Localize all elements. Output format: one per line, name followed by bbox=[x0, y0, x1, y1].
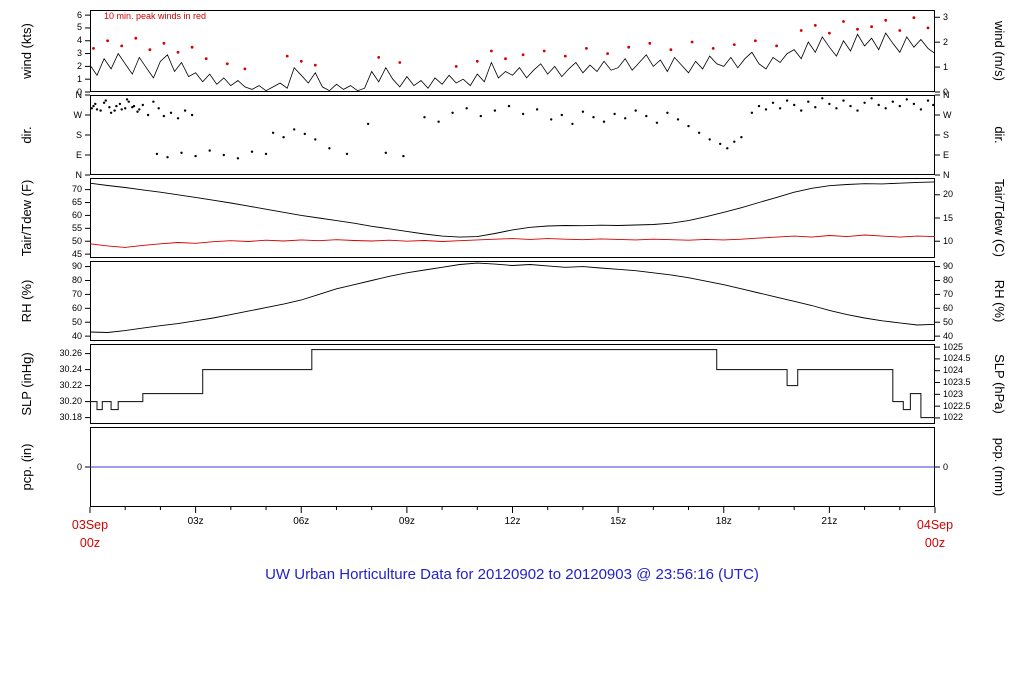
y-tick-label: S bbox=[943, 129, 950, 140]
y-tick-label: 40 bbox=[943, 330, 954, 341]
y-tick-label: 50 bbox=[71, 316, 82, 327]
x-tick-label: 18z bbox=[715, 516, 732, 527]
y-tick-label: W bbox=[73, 109, 83, 120]
y-tick-label: 30.20 bbox=[59, 396, 82, 407]
y-tick-label: N bbox=[75, 89, 83, 100]
y-tick-label: 1024.5 bbox=[943, 353, 971, 364]
series-air-temperature-f bbox=[89, 181, 936, 238]
axis-label-right-pcp: pcp. (mm) bbox=[992, 437, 1007, 497]
y-tick-label: 80 bbox=[71, 274, 82, 285]
y-tick-label: 45 bbox=[71, 248, 82, 259]
x-tick-label: 21z bbox=[821, 516, 838, 527]
y-tick-label: 30.24 bbox=[59, 364, 82, 375]
y-tick-label: 10 bbox=[943, 235, 954, 246]
y-tick-label: 4 bbox=[76, 35, 82, 46]
y-tick-label: 0 bbox=[943, 461, 949, 472]
y-tick-label: 1023 bbox=[943, 388, 964, 399]
y-tick-label: 1 bbox=[943, 61, 949, 72]
plot-pcp bbox=[85, 427, 940, 513]
y-tick-label: N bbox=[943, 169, 950, 180]
y-tick-label: 2 bbox=[76, 60, 82, 71]
y-tick-label: 55 bbox=[71, 222, 82, 233]
y-tick-label: 50 bbox=[943, 316, 954, 327]
x-tick-label: 12z bbox=[504, 516, 521, 527]
y-tick-label: 0 bbox=[943, 86, 949, 97]
y-tick-label: 65 bbox=[71, 197, 82, 208]
series-sea-level-pressure-inhg bbox=[90, 349, 935, 419]
x-tick-label: 09z bbox=[398, 516, 415, 527]
y-tick-label: S bbox=[75, 129, 82, 140]
plot-wind bbox=[85, 10, 940, 93]
x-tick-label: 15z bbox=[610, 516, 627, 527]
y-tick-label: 3 bbox=[943, 11, 949, 22]
y-tick-label: 70 bbox=[71, 288, 82, 299]
x-tick-label: 03z bbox=[187, 516, 204, 527]
end-hour-label: 00z bbox=[924, 536, 946, 550]
y-tick-label: 0 bbox=[76, 86, 82, 97]
x-tick-label: 06z bbox=[293, 516, 310, 527]
start-date-label: 03Sep bbox=[71, 518, 109, 532]
y-tick-label: 1024 bbox=[943, 365, 964, 376]
axis-label-left-pcp: pcp. (in) bbox=[19, 443, 34, 491]
y-tick-label: 1022 bbox=[943, 412, 964, 423]
y-tick-label: 70 bbox=[943, 288, 954, 299]
y-tick-label: 70 bbox=[71, 184, 82, 195]
y-tick-label: 80 bbox=[943, 274, 954, 285]
series-wind-direction-deg bbox=[90, 97, 935, 160]
plot-rh bbox=[85, 261, 940, 341]
y-tick-label: 90 bbox=[71, 261, 82, 272]
series-peak-wind-kts bbox=[92, 16, 930, 71]
y-tick-label: 60 bbox=[71, 302, 82, 313]
y-tick-label: 40 bbox=[71, 330, 82, 341]
plot-dir bbox=[85, 94, 940, 176]
series-dewpoint-f bbox=[89, 234, 936, 248]
start-hour-label: 00z bbox=[79, 536, 101, 550]
y-tick-label: 1025 bbox=[943, 341, 964, 352]
end-date-label: 04Sep bbox=[916, 518, 954, 532]
y-tick-label: 0 bbox=[76, 461, 82, 472]
y-tick-label: 2 bbox=[943, 36, 949, 47]
y-tick-label: 90 bbox=[943, 261, 954, 272]
y-tick-label: 1022.5 bbox=[943, 400, 971, 411]
y-tick-label: 20 bbox=[943, 189, 954, 200]
y-tick-label: 6 bbox=[76, 9, 82, 20]
plot-slp bbox=[85, 344, 940, 424]
y-tick-label: 30.26 bbox=[59, 348, 82, 359]
y-tick-label: N bbox=[943, 89, 950, 100]
y-tick-label: E bbox=[75, 149, 82, 160]
y-tick-label: 60 bbox=[71, 209, 82, 220]
y-tick-label: 30.18 bbox=[59, 412, 82, 423]
series-relative-humidity-pct bbox=[89, 262, 936, 333]
y-tick-label: 50 bbox=[71, 235, 82, 246]
y-tick-label: 30.22 bbox=[59, 380, 82, 391]
y-tick-label: 5 bbox=[76, 22, 82, 33]
peak-winds-note: 10 min. peak winds in red bbox=[104, 11, 207, 21]
y-tick-label: W bbox=[943, 109, 952, 120]
y-tick-label: 3 bbox=[76, 48, 82, 59]
y-tick-label: N bbox=[75, 169, 83, 180]
y-tick-label: 1023.5 bbox=[943, 376, 971, 387]
plot-temp bbox=[85, 178, 940, 258]
series-wind-speed-kts bbox=[89, 32, 936, 92]
y-tick-label: 15 bbox=[943, 212, 954, 223]
chart-title: UW Urban Horticulture Data for 20120902 … bbox=[265, 566, 759, 583]
y-tick-label: E bbox=[943, 149, 950, 160]
y-tick-label: 1 bbox=[76, 73, 82, 84]
y-tick-label: 60 bbox=[943, 302, 954, 313]
